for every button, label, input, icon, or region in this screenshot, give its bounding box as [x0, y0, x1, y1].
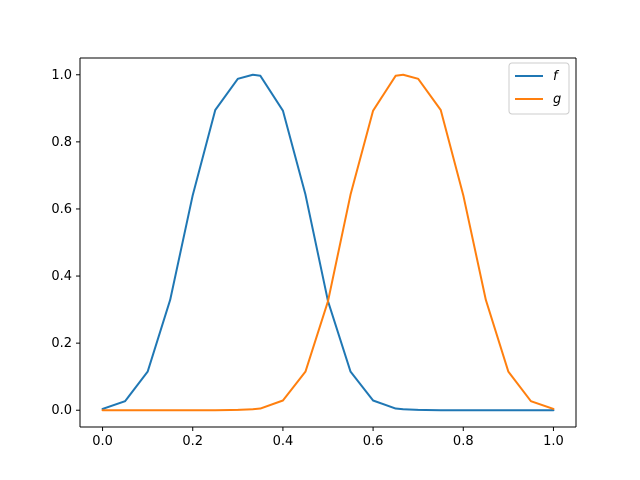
legend-label-f: f: [553, 69, 560, 84]
y-tick-label-0: 0.0: [51, 403, 72, 418]
series-layer: [101, 73, 555, 412]
axes-spines: [79, 57, 577, 428]
legend-label-g: g: [553, 92, 561, 107]
plot-area: [80, 58, 576, 427]
x-tick-label-3: 0.6: [363, 434, 384, 449]
x-tick-label-4: 0.8: [453, 434, 474, 449]
y-tick-label-4: 0.8: [51, 135, 72, 150]
x-tick-label-1: 0.2: [182, 434, 203, 449]
series-line-g: [101, 73, 555, 412]
legend: f g: [508, 62, 570, 115]
y-tick-label-2: 0.4: [51, 269, 72, 284]
tick-layer: 0.0 0.2 0.4 0.6 0.8 1.0 0.0 0.2 0.4 0.6 0.8 1.0: [51, 68, 563, 449]
x-tick-label-2: 0.4: [273, 434, 294, 449]
x-tick-label-0: 0.0: [92, 434, 113, 449]
y-tick-label-3: 0.6: [51, 202, 72, 217]
x-tick-label-5: 1.0: [543, 434, 564, 449]
y-tick-label-5: 1.0: [51, 68, 72, 83]
y-tick-label-1: 0.2: [51, 336, 72, 351]
